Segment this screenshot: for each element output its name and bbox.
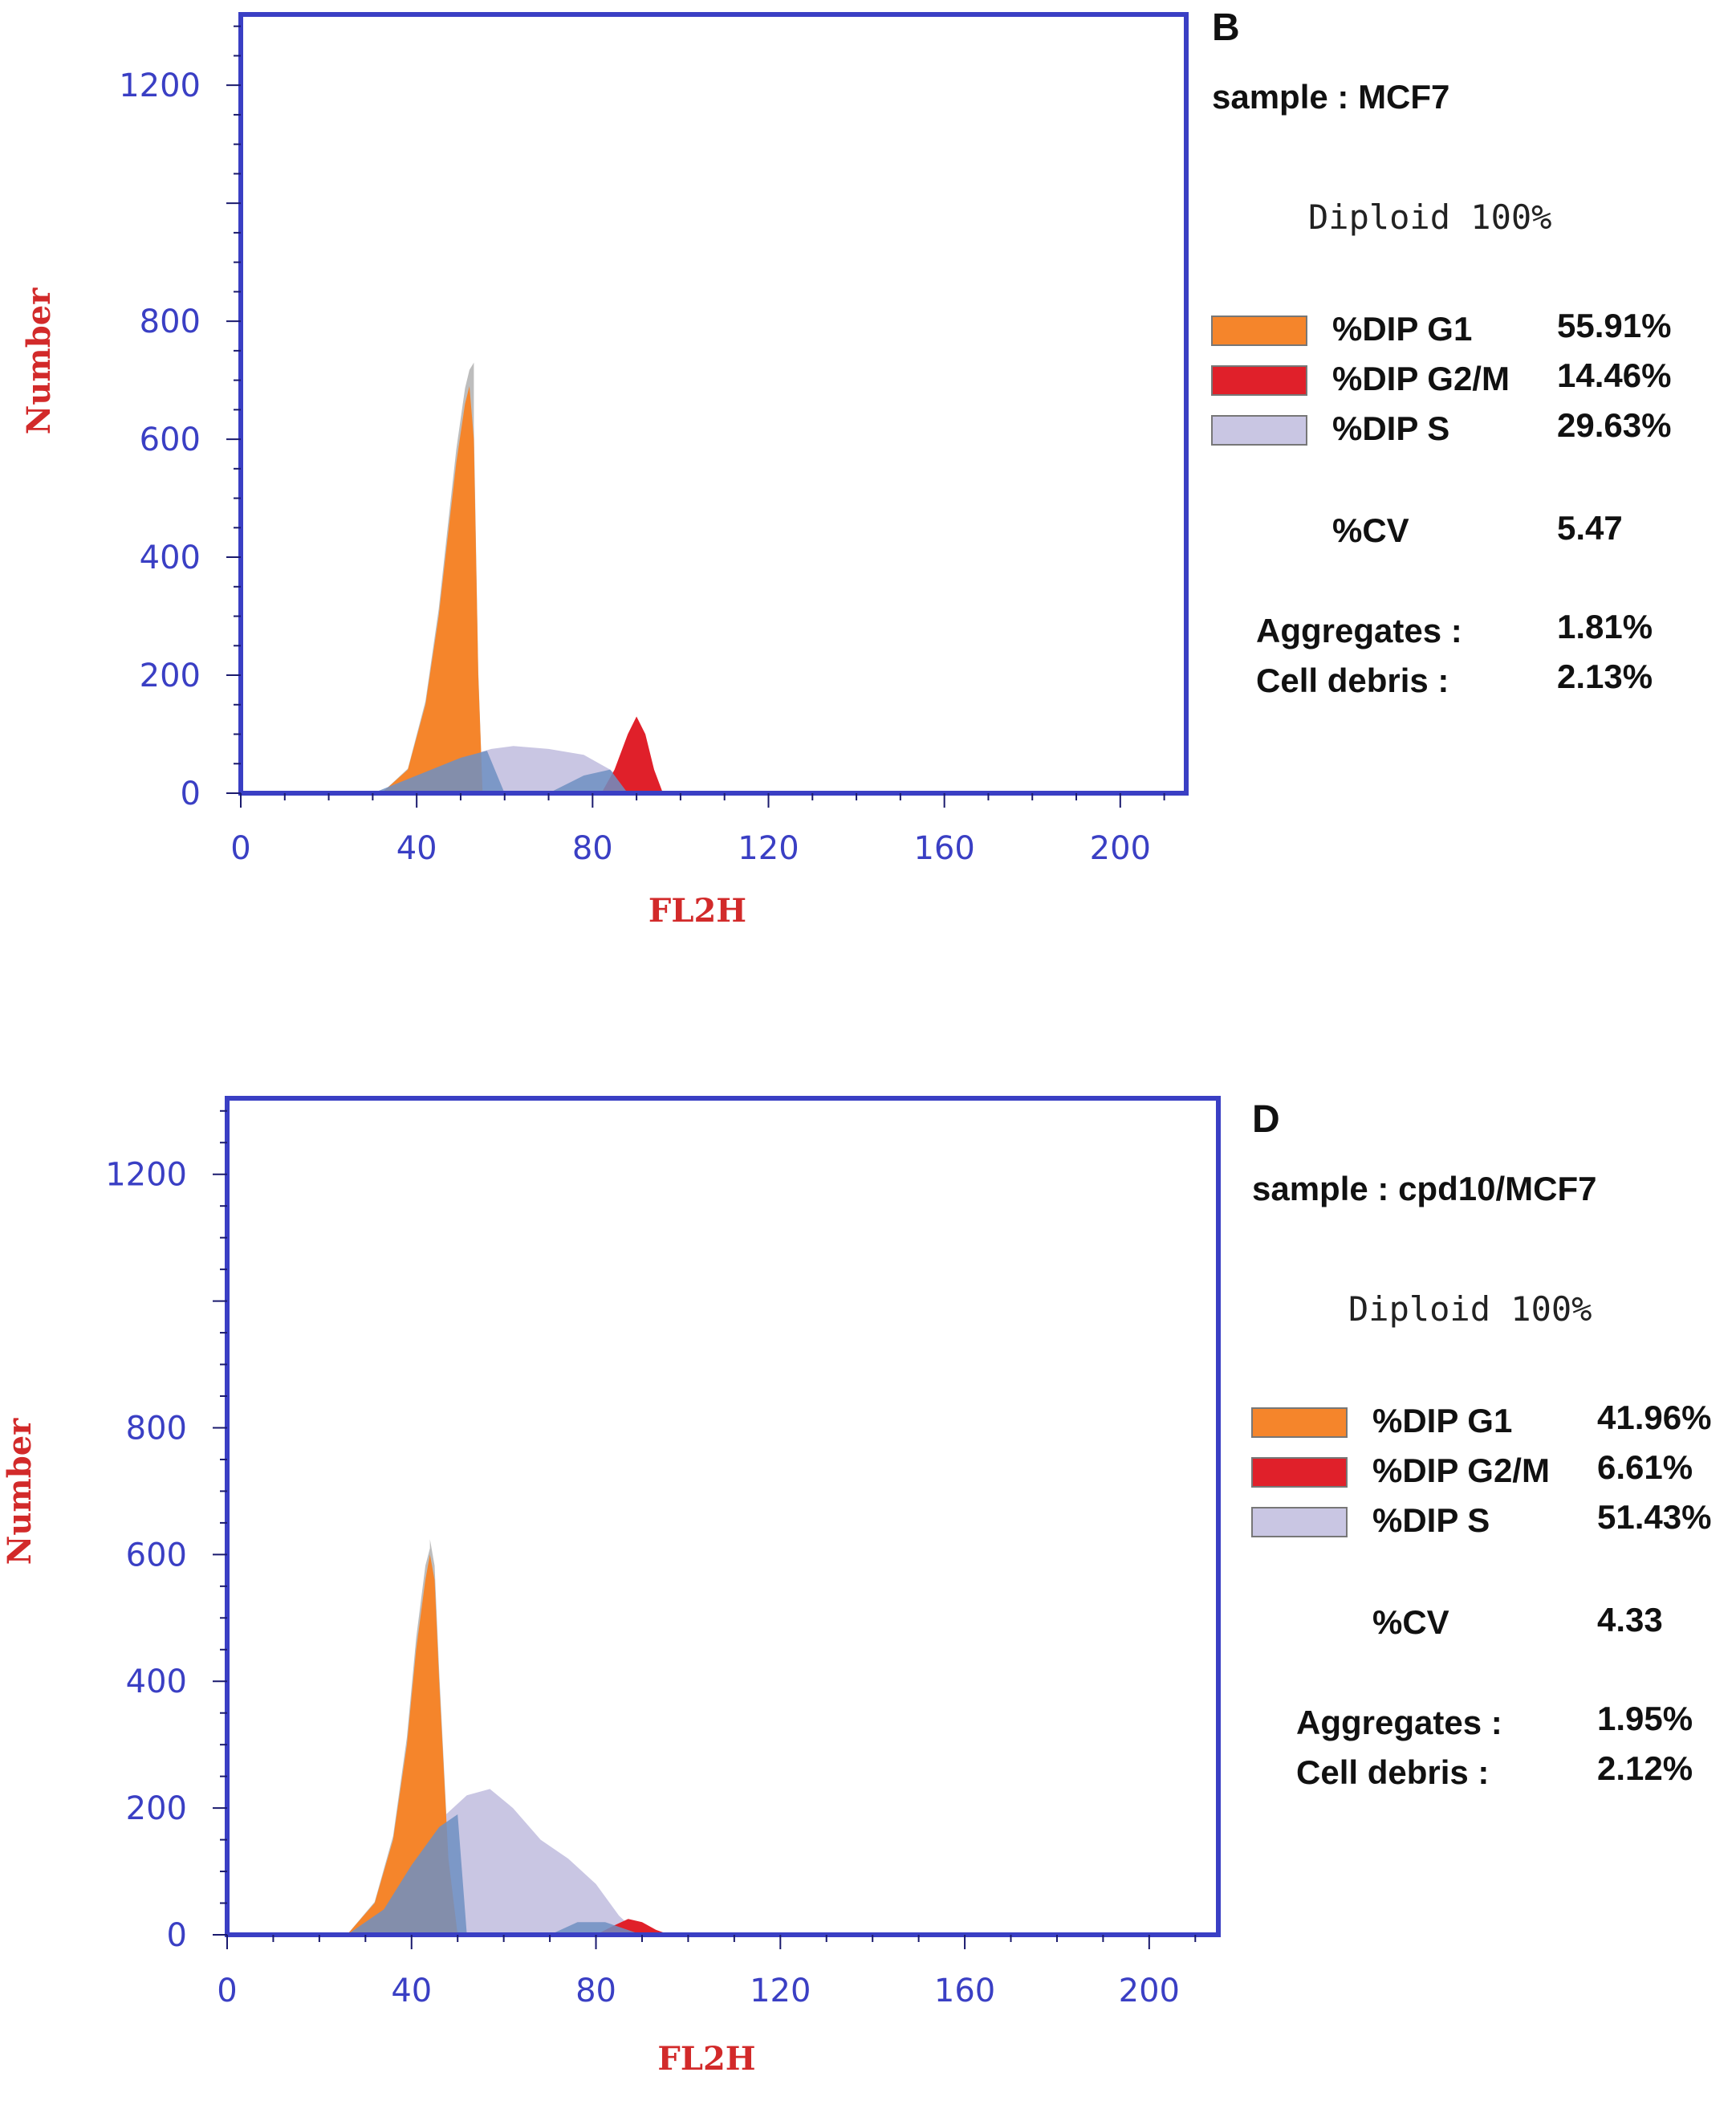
x-tick-label: 0 xyxy=(230,830,250,867)
legend-label: %DIP G2/M xyxy=(1332,360,1510,397)
y-tick-label: 800 xyxy=(126,1410,187,1447)
cv-value: 5.47 xyxy=(1557,509,1623,547)
y-tick-label: 800 xyxy=(140,303,201,340)
aggregates-label: Aggregates : xyxy=(1256,612,1462,649)
x-tick-label: 160 xyxy=(934,1973,995,2009)
legend-swatch-g2m xyxy=(1251,1457,1348,1488)
y-tick-label: 0 xyxy=(167,1917,187,1954)
y-tick-label: 600 xyxy=(126,1537,187,1574)
y-tick-label: 400 xyxy=(140,539,201,576)
x-tick-label: 0 xyxy=(217,1973,237,2009)
x-tick-label: 120 xyxy=(738,830,799,867)
x-tick-label: 80 xyxy=(572,830,613,867)
series-area-g1 xyxy=(381,386,483,793)
legend-value: 29.63% xyxy=(1557,406,1671,444)
legend-value: 41.96% xyxy=(1597,1399,1711,1436)
legend-value: 14.46% xyxy=(1557,356,1671,394)
legend-value: 51.43% xyxy=(1597,1498,1711,1536)
series-area-overlap xyxy=(372,751,628,793)
x-axis-title: FL2H xyxy=(657,2040,755,2078)
y-tick-label: 200 xyxy=(140,658,201,694)
chart-panel-b: 0 200 400 600 800 1200 0 40 80 120 160 200 FL2H Numbe… xyxy=(20,6,1671,930)
legend-label: %DIP G1 xyxy=(1372,1402,1512,1439)
plot-border xyxy=(225,1096,1221,1937)
x-tick-label: 40 xyxy=(396,830,437,867)
aggregates-value: 1.95% xyxy=(1597,1700,1693,1737)
legend-label: %DIP S xyxy=(1332,409,1449,447)
y-axis-title: Number xyxy=(20,287,58,434)
sample-label: sample : cpd10/MCF7 xyxy=(1252,1170,1596,1207)
legend-label: %DIP S xyxy=(1372,1501,1490,1539)
series-area-g2m xyxy=(601,716,663,793)
sample-label: sample : MCF7 xyxy=(1212,78,1449,116)
cell-debris-value: 2.13% xyxy=(1557,658,1653,695)
cv-label: %CV xyxy=(1332,511,1409,549)
x-tick-label: 120 xyxy=(750,1973,811,2009)
x-tick-label: 80 xyxy=(575,1973,616,2009)
aggregates-label: Aggregates : xyxy=(1296,1704,1502,1741)
ploidy-label: Diploid 100% xyxy=(1308,197,1551,237)
x-tick-label: 200 xyxy=(1119,1973,1180,2009)
series-area-overlap xyxy=(347,1814,642,1935)
y-tick-label: 600 xyxy=(140,421,201,458)
x-tick-label: 40 xyxy=(391,1973,432,2009)
cell-debris-label: Cell debris : xyxy=(1256,662,1449,699)
legend-swatch-g1 xyxy=(1251,1407,1348,1438)
y-tick-label: 1200 xyxy=(119,67,201,104)
ploidy-label: Diploid 100% xyxy=(1348,1289,1592,1329)
legend-label: %DIP G1 xyxy=(1332,310,1472,348)
y-tick-label: 200 xyxy=(126,1790,187,1827)
legend-label: %DIP G2/M xyxy=(1372,1451,1550,1489)
y-tick-label: 0 xyxy=(181,776,201,812)
chart-panel-d: 0 200 400 600 800 1200 0 40 80 120 160 200 FL2H Numbe… xyxy=(1,1096,1711,2078)
panel-letter: B xyxy=(1212,6,1240,49)
cv-value: 4.33 xyxy=(1597,1601,1663,1639)
y-axis-title: Number xyxy=(1,1418,39,1565)
plot-area xyxy=(225,1096,1221,1937)
legend-swatch-s xyxy=(1211,415,1307,446)
cell-debris-label: Cell debris : xyxy=(1296,1753,1489,1791)
x-tick-label: 160 xyxy=(913,830,974,867)
legend-swatch-g1 xyxy=(1211,316,1307,346)
plot-border xyxy=(238,12,1189,796)
y-tick-label: 400 xyxy=(126,1663,187,1700)
panel-letter: D xyxy=(1252,1098,1280,1141)
y-tick-label: 1200 xyxy=(105,1157,187,1194)
plot-area xyxy=(238,12,1189,796)
aggregates-value: 1.81% xyxy=(1557,608,1653,645)
x-tick-label: 200 xyxy=(1090,830,1151,867)
legend-swatch-g2m xyxy=(1211,365,1307,396)
x-axis-title: FL2H xyxy=(648,892,746,930)
cv-label: %CV xyxy=(1372,1603,1449,1641)
legend-swatch-s xyxy=(1251,1507,1348,1537)
cell-debris-value: 2.12% xyxy=(1597,1749,1693,1787)
legend-value: 55.91% xyxy=(1557,307,1671,344)
legend-value: 6.61% xyxy=(1597,1448,1693,1486)
